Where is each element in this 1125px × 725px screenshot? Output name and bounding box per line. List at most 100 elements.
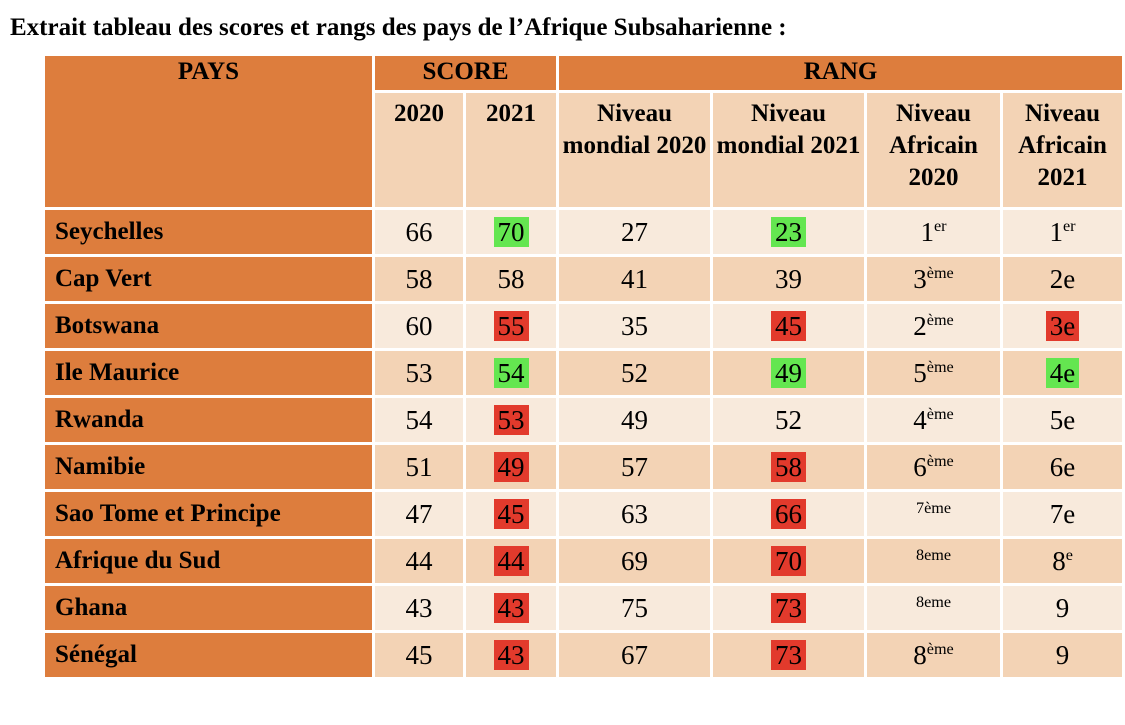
score-2020-cell: 51 <box>372 442 466 492</box>
score-2021-cell: 53 <box>462 395 560 445</box>
subheader-niveau-africain-2020: Niveau Africain 2020 <box>864 90 1004 210</box>
rang-mondial-2020-cell: 27 <box>556 207 714 257</box>
header-score: SCORE <box>371 53 560 93</box>
score-2021-cell: 55 <box>462 301 560 351</box>
rank-base: 9 <box>1055 639 1070 670</box>
rang-africain-2021-cell: 1er <box>1000 207 1125 257</box>
cell-value: 43 <box>405 592 433 623</box>
cell-value: 35 <box>621 310 649 341</box>
rank-base: 3e <box>1049 310 1076 341</box>
score-2021-cell: 58 <box>462 254 560 304</box>
rang-africain-2020-cell: 2ème <box>864 301 1004 351</box>
score-2020-cell: 60 <box>372 301 466 351</box>
rang-africain-2021-cell: 9 <box>1000 630 1125 680</box>
cell-value: 58 <box>771 451 807 482</box>
cell-value: 45 <box>493 498 529 529</box>
score-2020-cell: 44 <box>372 536 466 586</box>
rank-suffix: ème <box>926 310 954 329</box>
cell-value: 73 <box>771 592 807 623</box>
score-2021-cell: 43 <box>462 583 560 633</box>
cell-value: 52 <box>775 404 803 435</box>
rang-africain-2021-cell: 8e <box>1000 536 1125 586</box>
cell-value: 55 <box>493 310 529 341</box>
rang-africain-2020-cell: 8ème <box>864 630 1004 680</box>
rank-base: 3 <box>913 263 927 294</box>
rang-africain-2021-cell: 6e <box>1000 442 1125 492</box>
cell-value: 8ème <box>909 640 957 670</box>
rang-mondial-2020-cell: 69 <box>556 536 714 586</box>
rang-mondial-2021-cell: 73 <box>710 630 868 680</box>
header-rang: RANG <box>556 53 1125 93</box>
rang-africain-2020-cell: 5ème <box>864 348 1004 398</box>
cell-value: 6ème <box>909 452 957 482</box>
table-row: Seychelles 66 70 27 23 1er 1er <box>42 207 1125 257</box>
score-2020-cell: 53 <box>372 348 466 398</box>
rank-suffix: ème <box>926 639 954 658</box>
country-cell: Botswana <box>42 301 375 351</box>
country-cell: Sénégal <box>42 630 375 680</box>
score-2021-cell: 70 <box>462 207 560 257</box>
cell-value: 1er <box>1046 217 1080 247</box>
cell-value: 23 <box>771 216 807 247</box>
cell-value: 3e <box>1045 310 1080 341</box>
cell-value: 8e <box>1048 546 1077 576</box>
cell-value: 27 <box>621 216 649 247</box>
cell-value: 39 <box>775 263 803 294</box>
rang-mondial-2020-cell: 49 <box>556 395 714 445</box>
rank-base: 8 <box>1052 545 1066 576</box>
score-2020-cell: 66 <box>372 207 466 257</box>
country-cell: Seychelles <box>42 207 375 257</box>
rank-suffix: 8eme <box>915 592 952 611</box>
rang-africain-2020-cell: 4ème <box>864 395 1004 445</box>
rang-mondial-2021-cell: 49 <box>710 348 868 398</box>
table-subheader-row: 2020 2021 Niveau mondial 2020 Niveau mon… <box>44 90 1125 210</box>
cell-value: 70 <box>493 216 529 247</box>
cell-value: 41 <box>621 263 649 294</box>
table-row: Sénégal 45 43 67 73 8ème 9 <box>42 630 1125 680</box>
cell-value: 60 <box>405 310 433 341</box>
cell-value: 45 <box>405 639 433 670</box>
cell-value: 47 <box>405 498 433 529</box>
rank-suffix: e <box>1065 545 1073 564</box>
table-row: Ile Maurice 53 54 52 49 5ème 4e <box>42 348 1125 398</box>
subheader-niveau-mondial-2021: Niveau mondial 2021 <box>710 90 868 210</box>
country-cell: Afrique du Sud <box>42 536 375 586</box>
cell-value: 4ème <box>909 405 957 435</box>
rank-base: 1 <box>920 216 934 247</box>
rank-base: 8 <box>913 639 927 670</box>
score-2021-cell: 49 <box>462 442 560 492</box>
rang-mondial-2021-cell: 45 <box>710 301 868 351</box>
rang-africain-2021-cell: 4e <box>1000 348 1125 398</box>
rang-africain-2021-cell: 7e <box>1000 489 1125 539</box>
cell-value: 44 <box>405 545 433 576</box>
score-2021-cell: 43 <box>462 630 560 680</box>
subheader-score-2021: 2021 <box>462 90 560 210</box>
rank-base: 6e <box>1049 451 1076 482</box>
cell-value: 44 <box>493 545 529 576</box>
cell-value: 52 <box>621 357 649 388</box>
cell-value: 5e <box>1046 405 1079 435</box>
cell-value: 3ème <box>909 264 957 294</box>
cell-value: 49 <box>771 357 807 388</box>
rang-africain-2021-cell: 5e <box>1000 395 1125 445</box>
rang-africain-2021-cell: 3e <box>1000 301 1125 351</box>
rank-base: 2e <box>1049 263 1076 294</box>
cell-value: 63 <box>621 498 649 529</box>
subheader-niveau-mondial-2020: Niveau mondial 2020 <box>556 90 714 210</box>
rank-base: 6 <box>913 451 927 482</box>
subheader-score-2020: 2020 <box>372 90 466 210</box>
cell-value: 70 <box>771 545 807 576</box>
rank-suffix: ème <box>926 357 954 376</box>
country-cell: Sao Tome et Principe <box>42 489 375 539</box>
country-cell: Cap Vert <box>42 254 375 304</box>
cell-value: 43 <box>493 592 529 623</box>
score-2020-cell: 58 <box>372 254 466 304</box>
cell-value: 9 <box>1052 640 1074 670</box>
table-header-groups-row: PAYS SCORE RANG <box>42 53 1125 210</box>
document-page: Extrait tableau des scores et rangs des … <box>0 14 1125 680</box>
rang-africain-2020-cell: 8eme <box>864 583 1004 633</box>
table-row: Ghana 43 43 75 73 8eme 9 <box>42 583 1125 633</box>
rang-mondial-2020-cell: 67 <box>556 630 714 680</box>
rank-suffix: ème <box>926 451 954 470</box>
cell-value: 7ème <box>912 499 955 529</box>
